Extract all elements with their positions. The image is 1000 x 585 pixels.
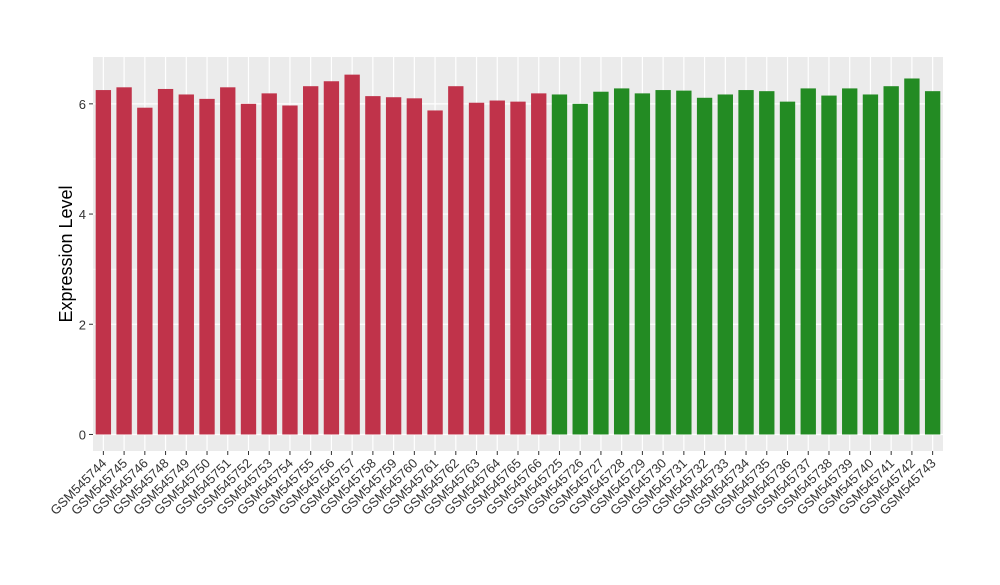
bar bbox=[199, 98, 215, 435]
y-tick-label: 0 bbox=[79, 427, 86, 442]
bar bbox=[240, 103, 257, 435]
bar bbox=[385, 97, 402, 435]
bar bbox=[696, 97, 713, 435]
bar bbox=[489, 100, 505, 435]
bar bbox=[427, 110, 443, 435]
bar bbox=[137, 107, 153, 435]
bar bbox=[634, 93, 651, 435]
bar bbox=[448, 86, 464, 435]
bar bbox=[842, 88, 858, 435]
bar bbox=[904, 78, 920, 435]
y-tick-label: 2 bbox=[79, 317, 86, 332]
bar bbox=[303, 86, 319, 435]
y-tick-label: 6 bbox=[79, 97, 86, 112]
bar bbox=[365, 96, 381, 435]
bar bbox=[468, 102, 485, 435]
bars bbox=[95, 74, 941, 435]
bar bbox=[406, 98, 423, 435]
bar bbox=[821, 95, 837, 435]
bar bbox=[924, 91, 941, 435]
bar bbox=[593, 91, 609, 435]
y-axis-title: Expression Level bbox=[56, 185, 76, 322]
bar bbox=[655, 90, 671, 435]
bar bbox=[178, 94, 194, 435]
bar bbox=[261, 93, 277, 435]
bar bbox=[157, 88, 174, 435]
bar bbox=[551, 94, 568, 435]
y-tick-label: 4 bbox=[79, 207, 86, 222]
bar bbox=[572, 103, 588, 435]
x-axis: GSM545744GSM545745GSM545746GSM545748GSM5… bbox=[47, 451, 939, 518]
bar bbox=[220, 87, 236, 435]
bar bbox=[344, 74, 360, 435]
bar bbox=[676, 90, 692, 435]
bar bbox=[779, 101, 796, 435]
bar bbox=[800, 88, 816, 435]
bar bbox=[510, 101, 526, 435]
bar bbox=[759, 91, 775, 435]
bar bbox=[738, 90, 754, 435]
bar bbox=[116, 87, 132, 435]
bar bbox=[95, 90, 112, 435]
bar bbox=[613, 88, 630, 435]
bar bbox=[883, 86, 899, 435]
bar bbox=[717, 94, 733, 435]
bar bbox=[531, 93, 547, 435]
y-axis: 0 2 4 6 bbox=[79, 97, 93, 442]
bar bbox=[323, 81, 340, 435]
bar bbox=[862, 94, 879, 435]
bar bbox=[282, 105, 298, 435]
